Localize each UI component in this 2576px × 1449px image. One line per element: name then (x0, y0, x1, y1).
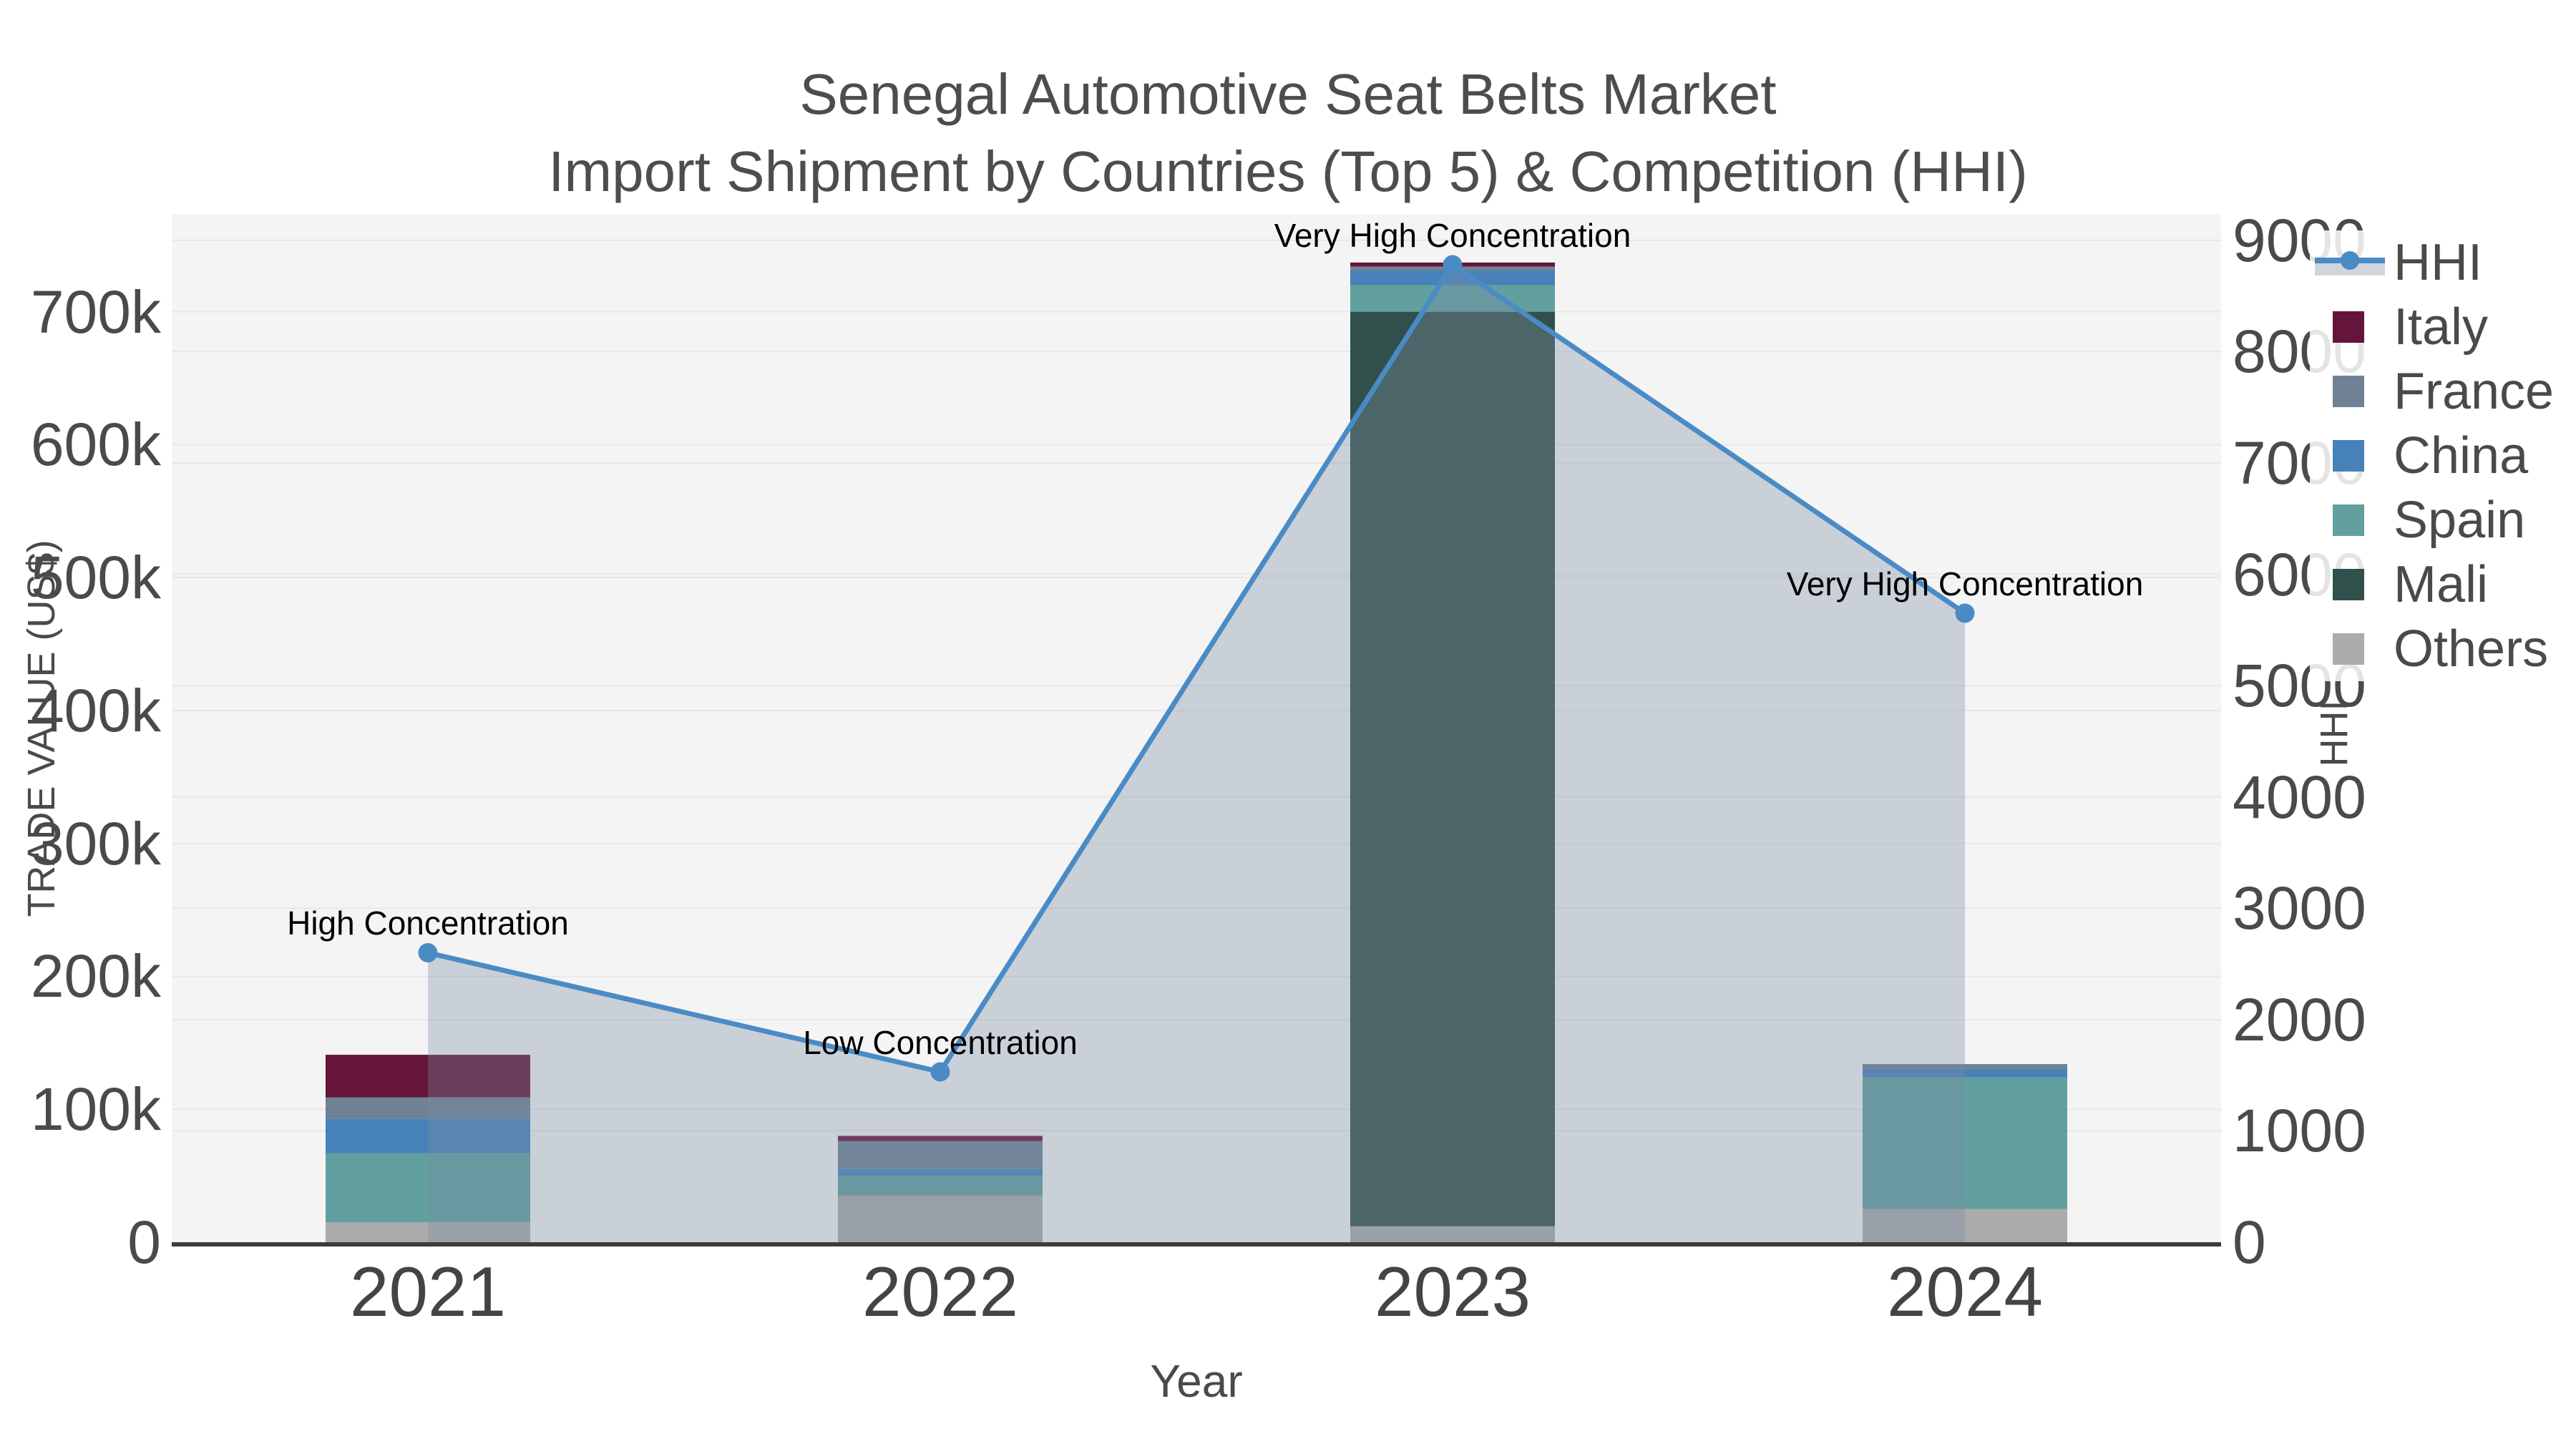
x-tick-2021: 2021 (349, 1252, 507, 1331)
legend-item-france[interactable]: France (2310, 359, 2576, 424)
bar-segment-china-2023[interactable] (1350, 270, 1555, 286)
bar-segment-spain-2021[interactable] (326, 1153, 530, 1223)
left-tick-0: 0 (127, 1209, 161, 1276)
bar-segment-others-2021[interactable] (326, 1222, 530, 1242)
legend-item-italy[interactable]: Italy (2310, 295, 2576, 359)
hhi-line[interactable] (427, 261, 1966, 1075)
right-tick-4000: 4000 (2233, 763, 2366, 831)
legend-swatch-others (2333, 633, 2364, 665)
legend-item-spain[interactable]: Spain (2310, 488, 2576, 552)
left-tick-300k: 300k (30, 809, 161, 877)
right-tick-2000: 2000 (2233, 985, 2366, 1053)
legend-item-others[interactable]: Others (2310, 617, 2576, 681)
bar-segment-china-2021[interactable] (326, 1118, 530, 1153)
left-tick-100k: 100k (30, 1075, 161, 1143)
legend-swatch-china (2333, 440, 2364, 472)
left-tick-200k: 200k (30, 942, 161, 1010)
x-tick-2022: 2022 (862, 1252, 1019, 1331)
left-tick-600k: 600k (30, 411, 161, 479)
hhi-marker-2024[interactable] (1955, 603, 1975, 623)
legend-label-hhi: HHI (2394, 234, 2482, 291)
bar-segment-italy-2022[interactable] (838, 1136, 1043, 1141)
bar-segment-others-2024[interactable] (1863, 1209, 2067, 1242)
annotation-2023: Very High Concentration (1274, 217, 1631, 254)
annotation-2024: Very High Concentration (1786, 565, 2144, 602)
left-tick-700k: 700k (30, 278, 161, 346)
x-axis-title: Year (1150, 1355, 1243, 1407)
legend-item-mali[interactable]: Mali (2310, 552, 2576, 617)
chart-title-line1: Senegal Automotive Seat Belts Market (799, 62, 1777, 126)
hhi-marker-2022[interactable] (930, 1062, 950, 1082)
chart-title: Senegal Automotive Seat Belts Market Imp… (0, 56, 2576, 210)
right-tick-1000: 1000 (2233, 1097, 2366, 1165)
bar-segment-spain-2022[interactable] (838, 1176, 1043, 1196)
legend-swatch-mali (2333, 569, 2364, 600)
legend-label-italy: Italy (2394, 298, 2489, 356)
bar-segment-mali-2023[interactable] (1350, 311, 1555, 1226)
annotation-2021: High Concentration (287, 904, 569, 942)
hhi-area-fill (428, 265, 1965, 1242)
bar-segment-spain-2023[interactable] (1350, 285, 1555, 312)
x-tick-2024: 2024 (1886, 1252, 2044, 1331)
legend: HHI Italy France China Spain Mali Others (2310, 230, 2576, 681)
legend-item-china[interactable]: China (2310, 424, 2576, 488)
hhi-marker-swatch (2341, 251, 2359, 270)
bar-segment-spain-2024[interactable] (1863, 1077, 2067, 1209)
right-tick-0: 0 (2233, 1209, 2266, 1276)
legend-label-spain: Spain (2394, 492, 2526, 549)
legend-label-mali: Mali (2394, 556, 2489, 613)
legend-label-france: France (2394, 363, 2555, 420)
right-tick-3000: 3000 (2233, 874, 2366, 942)
legend-swatch-france (2333, 376, 2364, 407)
legend-label-china: China (2394, 427, 2529, 484)
bar-segment-france-2021[interactable] (326, 1097, 530, 1119)
chart-title-line2: Import Shipment by Countries (Top 5) & C… (548, 140, 2028, 203)
left-tick-400k: 400k (30, 676, 161, 744)
legend-swatch-italy (2333, 311, 2364, 343)
legend-item-hhi[interactable]: HHI (2310, 230, 2576, 295)
hhi-marker-2023[interactable] (1443, 255, 1463, 275)
legend-swatch-spain (2333, 504, 2364, 536)
legend-label-others: Others (2394, 620, 2549, 678)
bar-segment-china-2022[interactable] (838, 1169, 1043, 1176)
x-tick-2023: 2023 (1374, 1252, 1531, 1331)
bar-segment-france-2022[interactable] (838, 1141, 1043, 1169)
hhi-line-sample-icon (2315, 245, 2385, 280)
bar-segment-others-2022[interactable] (838, 1195, 1043, 1242)
bar-segment-china-2024[interactable] (1863, 1069, 2067, 1078)
annotation-2022: Low Concentration (803, 1023, 1078, 1061)
hhi-marker-2021[interactable] (418, 942, 438, 962)
left-tick-500k: 500k (30, 544, 161, 612)
bar-segment-france-2024[interactable] (1863, 1064, 2067, 1070)
bar-segment-italy-2021[interactable] (326, 1055, 530, 1098)
bar-segment-others-2023[interactable] (1350, 1226, 1555, 1242)
